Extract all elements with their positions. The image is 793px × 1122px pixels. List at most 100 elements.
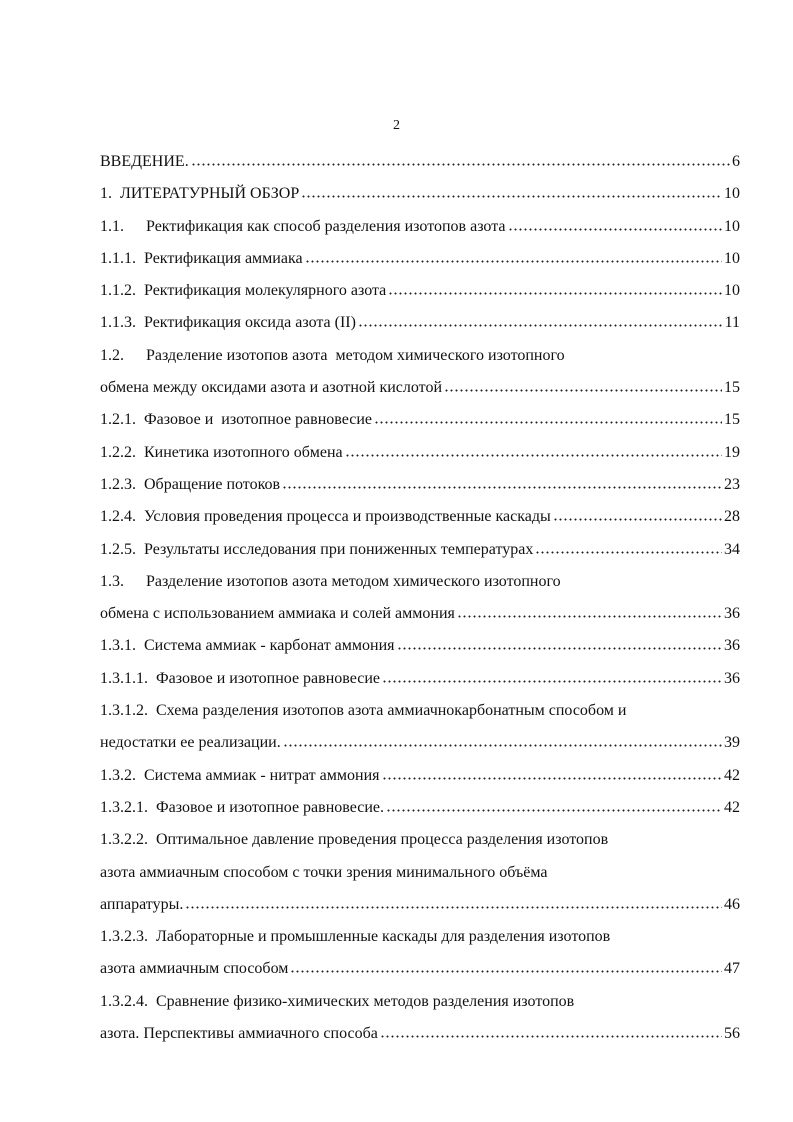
dot-leader <box>304 259 722 263</box>
page-ref: 15 <box>724 379 740 397</box>
section-title: Обращение потоков <box>144 475 281 493</box>
page-ref: 11 <box>724 314 740 332</box>
toc-line: 1.3.2.3. Лабораторные и промышленные каск… <box>100 924 740 956</box>
toc-line: ВВЕДЕНИЕ. 6 <box>100 149 740 181</box>
dot-leader <box>386 808 722 812</box>
section-title: азота аммиачным способом с точки зрения … <box>100 863 548 881</box>
section-title: ЛИТЕРАТУРНЫЙ ОБЗОР <box>120 185 300 203</box>
dot-leader <box>185 905 722 909</box>
section-title: Кинетика изотопного обмена <box>144 443 343 461</box>
toc-line: 1.2.3. Обращение потоков 23 <box>100 472 740 504</box>
toc-line: азота аммиачным способом с точки зрения … <box>100 860 740 892</box>
page-ref: 10 <box>724 249 740 267</box>
section-number: 1.3.1.2. <box>100 702 148 720</box>
page-ref: 10 <box>724 217 740 235</box>
section-number: 1.3. <box>100 572 124 590</box>
page-ref: 46 <box>724 895 740 913</box>
dot-leader <box>552 518 722 522</box>
toc-line: 1. ЛИТЕРАТУРНЫЙ ОБЗОР 10 <box>100 181 740 213</box>
section-title: Фазовое и изотопное равновесие <box>156 669 380 687</box>
dot-leader <box>396 647 722 651</box>
section-title: обмена с использованием аммиака и солей … <box>100 605 455 623</box>
toc-line: 1.3.1. Система аммиак - карбонат аммония 3… <box>100 633 740 665</box>
page-ref: 56 <box>724 1025 740 1043</box>
toc-line: 1.1.1. Ректификация аммиака 10 <box>100 246 740 278</box>
section-number: 1.2.4. <box>100 508 136 526</box>
toc-line: 1.2.2. Кинетика изотопного обмена 19 <box>100 440 740 472</box>
page-ref: 39 <box>724 734 740 752</box>
toc-line: недостатки ее реализации. 39 <box>100 730 740 762</box>
section-number: 1.2.2. <box>100 443 136 461</box>
section-number: 1.2. <box>100 346 124 364</box>
dot-leader <box>456 615 722 619</box>
table-of-contents: ВВЕДЕНИЕ. 6 1. ЛИТЕРАТУРНЫЙ ОБЗОР 10 1.1. Рект… <box>100 149 740 1053</box>
section-number: 1.1.2. <box>100 282 136 300</box>
section-title: Разделение изотопов азота методом химиче… <box>146 572 561 590</box>
dot-leader <box>301 195 722 199</box>
toc-line: 1.3. Разделение изотопов азота методом хи… <box>100 569 740 601</box>
section-number: 1.3.2.2. <box>100 831 148 849</box>
toc-line: обмена с использованием аммиака и солей … <box>100 601 740 633</box>
page-ref: 34 <box>724 540 740 558</box>
section-title: Условия проведения процесса и производст… <box>144 508 551 526</box>
page-ref: 36 <box>724 637 740 655</box>
dot-leader <box>344 453 722 457</box>
section-title: азота аммиачным способом <box>100 960 289 978</box>
dot-leader <box>190 163 730 166</box>
section-title: недостатки ее реализации. <box>100 734 281 752</box>
toc-line: азота. Перспективы аммиачного способа 56 <box>100 1021 740 1053</box>
section-title: Система аммиак - нитрат аммония <box>144 766 380 784</box>
toc-line: азота аммиачным способом 47 <box>100 956 740 988</box>
toc-line: 1.3.2.2. Оптимальное давление проведения … <box>100 827 740 859</box>
toc-line: 1.2.5. Результаты исследования при пониже… <box>100 537 740 569</box>
section-number: 1.3.2. <box>100 766 136 784</box>
page-ref: 42 <box>724 766 740 784</box>
section-title: Сравнение физико-химических методов разд… <box>156 992 575 1010</box>
toc-line: 1.3.1.2. Схема разделения изотопов азота … <box>100 698 740 730</box>
page-number: 2 <box>393 118 400 133</box>
dot-leader <box>381 776 722 780</box>
section-title: Схема разделения изотопов азота аммиачно… <box>156 702 627 720</box>
section-title: Ректификация аммиака <box>144 249 303 267</box>
section-title: Ректификация оксида азота (II) <box>144 314 356 332</box>
section-number: 1.3.2.4. <box>100 992 148 1010</box>
toc-line: обмена между оксидами азота и азотной ки… <box>100 375 740 407</box>
page-ref: 10 <box>724 282 740 300</box>
page-ref: 36 <box>724 605 740 623</box>
dot-leader <box>535 550 722 554</box>
toc-line: 1.2.4. Условия проведения процесса и прои… <box>100 504 740 536</box>
page-ref: 28 <box>724 508 740 526</box>
dot-leader <box>382 679 722 683</box>
section-title: азота. Перспективы аммиачного способа <box>100 1025 378 1043</box>
toc-line: 1.2. Разделение изотопов азота методом хи… <box>100 343 740 375</box>
page-ref: 6 <box>732 153 740 170</box>
section-number: 1.3.1. <box>100 637 136 655</box>
section-title: Лабораторные и промышленные каскады для … <box>156 928 611 946</box>
page-ref: 19 <box>724 443 740 461</box>
section-title: обмена между оксидами азота и азотной ки… <box>100 379 443 397</box>
section-number: 1.3.2.1. <box>100 798 148 816</box>
dot-leader <box>357 324 723 328</box>
page-ref: 10 <box>724 185 740 203</box>
dot-leader <box>507 227 722 231</box>
toc-line: 1.1.2. Ректификация молекулярного азота 10 <box>100 278 740 310</box>
page-ref: 42 <box>724 798 740 816</box>
section-title: Разделение изотопов азота методом химиче… <box>146 346 565 364</box>
section-number: 1.3.2.3. <box>100 928 148 946</box>
section-title: Оптимальное давление проведения процесса… <box>156 831 609 849</box>
dot-leader <box>282 744 722 748</box>
page-ref: 15 <box>724 411 740 429</box>
toc-line: 1.1.3. Ректификация оксида азота (II) 11 <box>100 310 740 342</box>
page-ref: 23 <box>724 475 740 493</box>
section-number: 1.1.1. <box>100 249 136 267</box>
section-number: 1.2.1. <box>100 411 136 429</box>
section-number: 1.1. <box>100 217 124 235</box>
section-number: 1.2.5. <box>100 540 136 558</box>
section-title: Фазовое и изотопное равновесие <box>144 411 372 429</box>
dot-leader <box>282 485 722 489</box>
section-number: 1.2.3. <box>100 475 136 493</box>
toc-line: 1.2.1. Фазовое и изотопное равновесие 15 <box>100 407 740 439</box>
section-number: 1.3.1.1. <box>100 669 148 687</box>
section-title: ВВЕДЕНИЕ. <box>100 153 189 170</box>
